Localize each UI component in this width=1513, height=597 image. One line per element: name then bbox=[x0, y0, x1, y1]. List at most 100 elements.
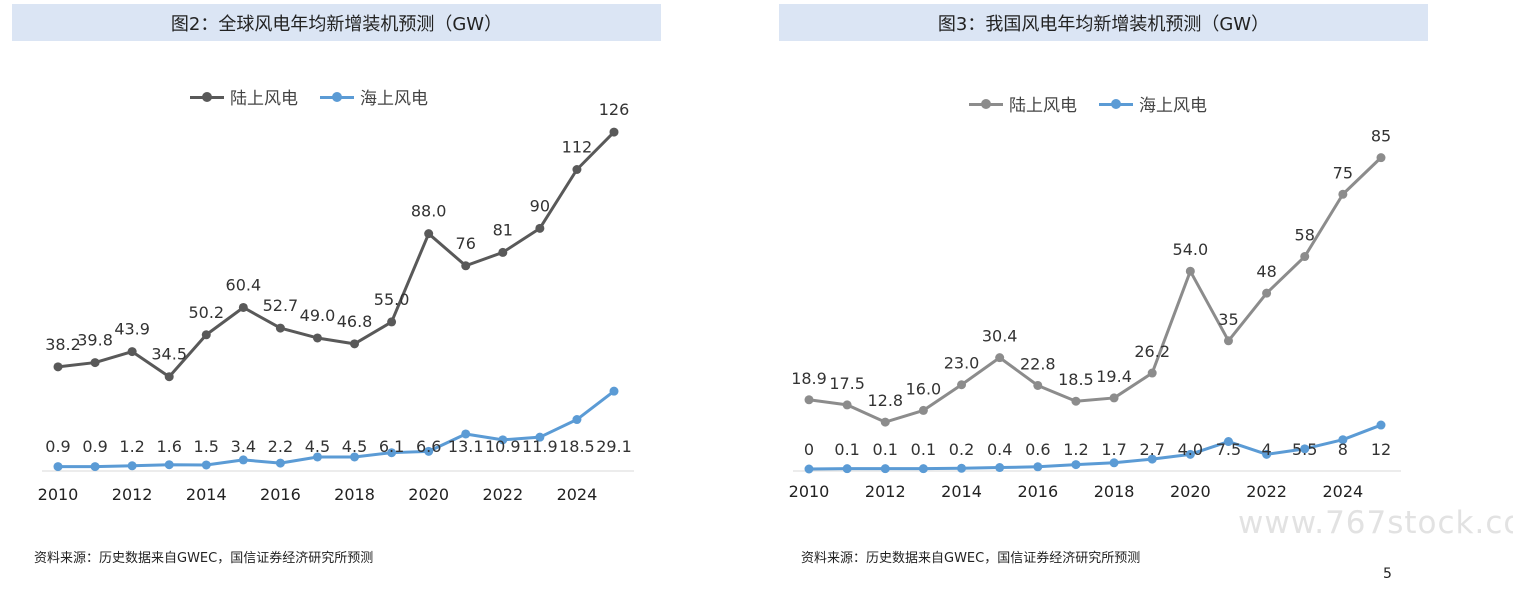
data-point bbox=[1223, 437, 1233, 447]
series-line-onshore bbox=[57, 131, 616, 379]
data-label: 39.8 bbox=[77, 331, 113, 350]
data-label: 0.1 bbox=[911, 440, 936, 459]
x-tick-label: 2024 bbox=[1323, 482, 1364, 501]
data-point bbox=[275, 323, 285, 333]
data-point bbox=[995, 353, 1005, 363]
data-point bbox=[350, 452, 360, 462]
data-label: 0.9 bbox=[45, 437, 70, 456]
source-note: 资料来源：历史数据来自GWEC，国信证券经济研究所预测 bbox=[801, 551, 1141, 566]
data-label: 22.8 bbox=[1020, 354, 1056, 373]
data-point bbox=[535, 223, 545, 233]
data-label: 18.5 bbox=[559, 437, 595, 456]
data-label: 58 bbox=[1295, 226, 1315, 245]
data-point bbox=[387, 317, 397, 327]
data-label: 2.7 bbox=[1139, 440, 1164, 459]
data-label: 1.2 bbox=[1063, 440, 1088, 459]
data-label: 1.2 bbox=[119, 437, 144, 456]
data-point bbox=[498, 435, 508, 445]
data-label: 0 bbox=[804, 440, 814, 459]
data-point bbox=[424, 446, 434, 456]
data-point bbox=[957, 463, 967, 473]
data-label: 126 bbox=[599, 100, 630, 119]
x-tick-label: 2010 bbox=[38, 485, 79, 504]
data-point bbox=[1338, 435, 1348, 445]
chart-title: 图3：我国风电年均新增装机预测（GW） bbox=[779, 4, 1428, 41]
data-point bbox=[1300, 444, 1310, 454]
data-label: 26.2 bbox=[1134, 342, 1170, 361]
data-point bbox=[609, 127, 619, 137]
data-point bbox=[1262, 449, 1272, 459]
data-point bbox=[1071, 396, 1081, 406]
data-point bbox=[572, 165, 582, 175]
data-point bbox=[1262, 288, 1272, 298]
data-label: 18.9 bbox=[791, 369, 827, 388]
data-label: 34.5 bbox=[151, 345, 187, 364]
page-number: 5 bbox=[1383, 566, 1392, 582]
legend-label-onshore: 陆上风电 bbox=[230, 89, 298, 109]
series-line-onshore bbox=[808, 156, 1383, 424]
data-label: 5.5 bbox=[1292, 440, 1317, 459]
data-label: 0.6 bbox=[1025, 440, 1050, 459]
data-label: 30.4 bbox=[982, 327, 1018, 346]
x-tick-label: 2012 bbox=[112, 485, 153, 504]
data-point bbox=[201, 460, 211, 470]
data-label: 4.5 bbox=[342, 437, 367, 456]
data-label: 11.9 bbox=[522, 437, 558, 456]
data-point bbox=[1033, 462, 1043, 472]
line-chart-china: 2010 2012 2014 2016 2018 2020 2022 2024 18.9 17.5… bbox=[789, 127, 1401, 501]
data-label: 48 bbox=[1256, 262, 1276, 281]
watermark: www.767stock.com bbox=[1238, 505, 1513, 541]
legend-item-onshore: 陆上风电 bbox=[190, 84, 298, 109]
data-label: 4.0 bbox=[1178, 440, 1203, 459]
data-label: 0.9 bbox=[82, 437, 107, 456]
x-tick-label: 2014 bbox=[186, 485, 227, 504]
data-point bbox=[127, 461, 137, 471]
data-point bbox=[1300, 252, 1310, 262]
data-label: 13.1 bbox=[448, 437, 484, 456]
data-point bbox=[1071, 460, 1081, 470]
data-point bbox=[842, 464, 852, 474]
data-label: 0.1 bbox=[873, 440, 898, 459]
data-point bbox=[880, 464, 890, 474]
data-point bbox=[880, 417, 890, 427]
data-label: 0.1 bbox=[834, 440, 859, 459]
data-point bbox=[995, 463, 1005, 473]
data-point bbox=[1376, 153, 1386, 163]
data-point bbox=[53, 462, 63, 472]
legend-swatch-onshore bbox=[190, 90, 224, 104]
data-label: 29.1 bbox=[596, 437, 632, 456]
legend-item-offshore: 海上风电 bbox=[320, 84, 428, 109]
data-label: 55.0 bbox=[374, 290, 410, 309]
source-note: 资料来源：历史数据来自GWEC，国信证券经济研究所预测 bbox=[34, 551, 374, 566]
data-point bbox=[1376, 420, 1386, 430]
data-point bbox=[609, 386, 619, 396]
data-point bbox=[238, 302, 248, 312]
data-point bbox=[804, 464, 814, 474]
x-tick-label: 2020 bbox=[408, 485, 449, 504]
data-point bbox=[1185, 266, 1195, 276]
data-label: 112 bbox=[562, 138, 593, 157]
data-point bbox=[387, 448, 397, 458]
chart-panel-global: 图2：全球风电年均新增装机预测（GW） 陆上风电 海上风电 2010 2012 20… bbox=[12, 0, 662, 597]
x-tick-label: 2010 bbox=[789, 482, 830, 501]
data-point bbox=[572, 415, 582, 425]
chart-panel-china: 图3：我国风电年均新增装机预测（GW） 陆上风电 海上风电 2010 2012 20… bbox=[779, 0, 1429, 597]
data-label: 10.9 bbox=[485, 437, 521, 456]
chart-title: 图2：全球风电年均新增装机预测（GW） bbox=[12, 4, 661, 41]
data-label: 2.2 bbox=[268, 437, 293, 456]
line-chart-global: 2010 2012 2014 2016 2018 2020 2022 2024 38.239.8… bbox=[38, 100, 634, 504]
data-label: 75 bbox=[1333, 163, 1353, 182]
data-label: 16.0 bbox=[906, 379, 942, 398]
data-label: 88.0 bbox=[411, 202, 447, 221]
data-point bbox=[461, 429, 471, 439]
data-point bbox=[90, 462, 100, 472]
data-label: 54.0 bbox=[1173, 240, 1209, 259]
data-label: 1.6 bbox=[156, 437, 181, 456]
data-point bbox=[90, 358, 100, 368]
data-point bbox=[424, 229, 434, 239]
data-point bbox=[1185, 449, 1195, 459]
data-label: 17.5 bbox=[829, 374, 865, 393]
legend-label-offshore: 海上风电 bbox=[360, 89, 428, 109]
data-label: 76 bbox=[456, 234, 476, 253]
data-point bbox=[275, 458, 285, 468]
